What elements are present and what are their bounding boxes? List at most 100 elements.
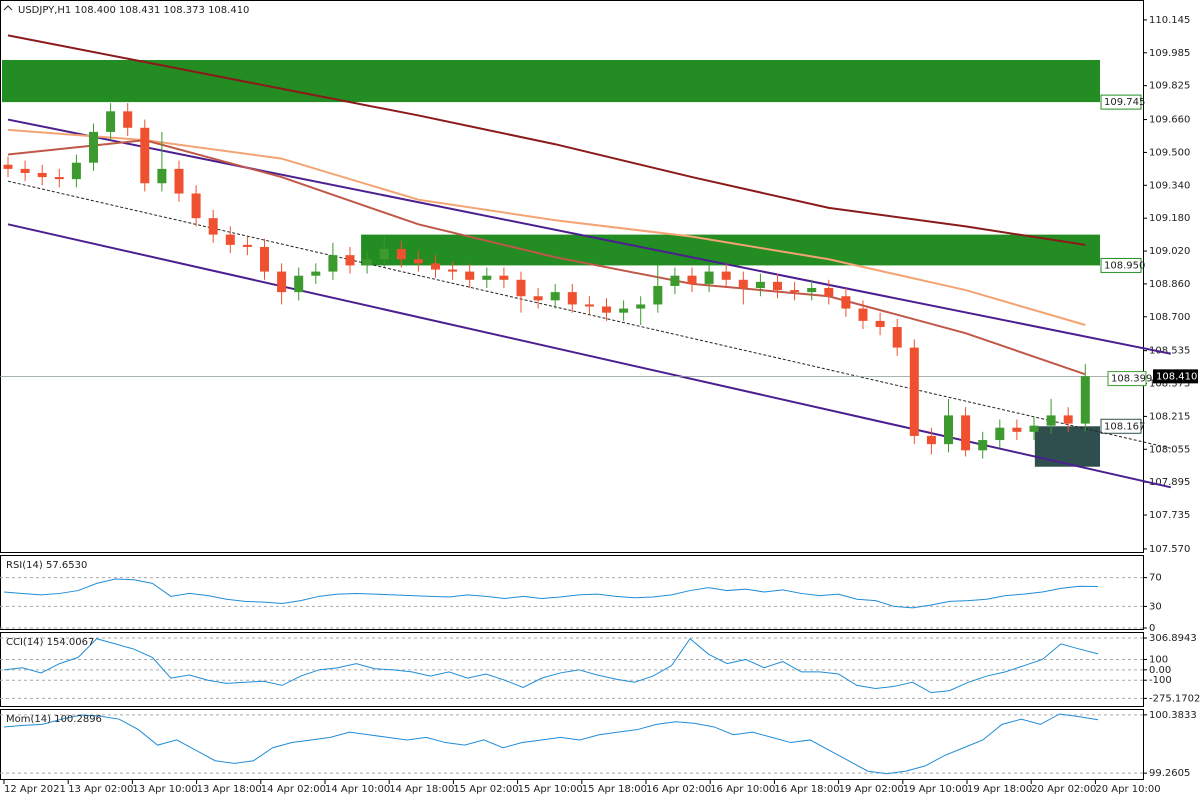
zone-label: 108.950	[1104, 260, 1145, 271]
trend-line	[7, 118, 1171, 355]
candle-body	[1080, 376, 1090, 424]
x-tick-label: 15 Apr 18:00	[582, 784, 647, 795]
candle-body	[499, 275, 509, 280]
indicator-value: 100.2896	[54, 714, 102, 725]
y-tick-label: -275.1702	[1149, 693, 1200, 704]
last-price-box	[1153, 369, 1198, 384]
candle-body	[71, 162, 81, 180]
candle-body	[345, 255, 355, 266]
x-tick-label: 20 Apr 10:00	[1095, 784, 1160, 795]
last-price-label: 108.410	[1156, 371, 1197, 382]
indicator-header: CCI(14) 154.0067	[6, 637, 94, 648]
candle-body	[174, 168, 184, 194]
candle-body	[260, 246, 269, 272]
price-marker-box	[1107, 371, 1147, 387]
indicator-name: Mom(14)	[6, 714, 51, 725]
candle-body	[892, 327, 902, 348]
y-tick-label: 108.375	[1149, 379, 1190, 390]
indicator-name: RSI(14)	[6, 560, 43, 571]
y-tick-label: 107.895	[1149, 477, 1190, 488]
y-tick-label: 107.735	[1149, 510, 1190, 521]
candle-body	[37, 172, 47, 178]
candle-body	[311, 271, 321, 276]
candle-body	[362, 259, 372, 266]
candle-body	[841, 296, 851, 309]
moving-average	[7, 128, 1086, 326]
indicator-value: 57.6530	[46, 560, 87, 571]
y-tick-label: 100.3833	[1149, 710, 1197, 721]
candle-body	[431, 263, 440, 270]
candle-body	[670, 275, 680, 286]
x-tick-label: 13 Apr 10:00	[132, 784, 197, 795]
x-tick-label: 16 Apr 10:00	[710, 784, 775, 795]
y-tick-label: 109.985	[1149, 48, 1190, 59]
panel-frame	[0, 709, 1144, 780]
y-tick-label: -100	[1149, 675, 1172, 686]
y-tick-label: 110.145	[1149, 15, 1190, 26]
candle-body	[858, 308, 868, 321]
candle-body	[208, 218, 218, 235]
candle-body	[123, 111, 133, 128]
x-tick-label: 15 Apr 10:00	[518, 784, 583, 795]
y-tick-label: 109.825	[1149, 81, 1190, 92]
x-tick-label: 19 Apr 02:00	[839, 784, 904, 795]
candle-body	[1063, 415, 1073, 424]
zone-label-box	[1100, 94, 1142, 110]
candle-body	[20, 168, 30, 173]
candle-body	[567, 292, 577, 305]
candle-body	[242, 244, 252, 247]
candle-body	[448, 269, 458, 272]
moving-average	[7, 34, 1086, 246]
x-tick-label: 13 Apr 02:00	[68, 784, 133, 795]
zone-label-box	[1100, 418, 1142, 434]
candle-body	[1012, 427, 1022, 432]
candle-body	[636, 304, 646, 309]
moving-average	[7, 139, 1086, 376]
candle-body	[225, 234, 235, 245]
candle-body	[140, 127, 150, 184]
indicator-line	[3, 637, 1099, 694]
y-tick-label: 108.215	[1149, 411, 1190, 422]
candle-body	[909, 347, 919, 436]
candle-body	[653, 285, 663, 305]
candle-body	[755, 281, 765, 289]
x-tick-label: 14 Apr 02:00	[261, 784, 326, 795]
y-tick-label: 109.500	[1149, 147, 1190, 158]
panel-frame	[0, 0, 1144, 553]
indicator-line	[3, 713, 1099, 775]
candle-body	[396, 248, 406, 260]
candle-body	[961, 415, 971, 451]
y-tick-label: 306.8943	[1149, 633, 1197, 644]
y-tick-label: 109.660	[1149, 115, 1190, 126]
candle-body	[328, 255, 338, 272]
zone-label: 109.745	[1104, 97, 1145, 108]
x-tick-label: 19 Apr 18:00	[967, 784, 1032, 795]
x-tick-label: 16 Apr 18:00	[774, 784, 839, 795]
indicator-value: 154.0067	[47, 637, 95, 648]
x-tick-label: 16 Apr 02:00	[646, 784, 711, 795]
indicator-line	[3, 578, 1099, 609]
candle-body	[191, 193, 201, 219]
y-tick-label: 99.2605	[1149, 768, 1190, 779]
candle-body	[54, 177, 64, 180]
y-tick-label: 108.700	[1149, 312, 1190, 323]
y-tick-label: 30	[1149, 601, 1162, 612]
candle-body	[738, 279, 748, 289]
candle-body	[413, 259, 423, 264]
y-tick-label: 0	[1149, 623, 1155, 634]
candle-body	[465, 271, 475, 280]
zone	[1034, 426, 1100, 467]
indicator-header: RSI(14) 57.6530	[6, 560, 87, 571]
candle-body	[482, 275, 492, 280]
candle-body	[584, 304, 594, 307]
zone-label: 108.167	[1104, 421, 1145, 432]
candle-body	[619, 308, 629, 313]
candle-body	[704, 271, 714, 284]
candle-body	[944, 415, 953, 445]
candle-body	[294, 275, 304, 293]
x-tick-label: 15 Apr 02:00	[453, 784, 518, 795]
y-tick-label: 108.860	[1149, 279, 1190, 290]
